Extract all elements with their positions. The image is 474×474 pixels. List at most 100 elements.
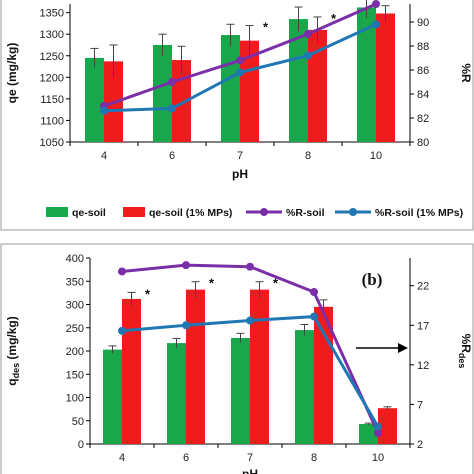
y-tick-label: 50	[72, 416, 84, 428]
legend-item-qe-soil: qe-soil	[46, 207, 106, 219]
bar-qe-soil-mps	[378, 408, 397, 444]
legend-label-qe-soil-mps: qe-soil (1% MPs)	[149, 207, 232, 219]
legend: qe-soil qe-soil (1% MPs) %R-soil %R-soil…	[46, 207, 463, 219]
legend-item-r-soil-mps: %R-soil (1% MPs)	[335, 207, 463, 219]
point-r-soil	[372, 0, 380, 8]
x-tick-label: 7	[237, 150, 243, 162]
y-tick-label: 300	[66, 300, 84, 312]
legend-label-r-soil: %R-soil	[286, 207, 325, 219]
bar-qe-soil	[231, 337, 250, 444]
y2-axis-label: %R	[459, 63, 473, 83]
y-axis-label: qdes (mg/kg)	[5, 316, 21, 386]
significance-annotation: *	[209, 276, 215, 291]
x-tick-label: 10	[372, 452, 384, 464]
y-axis-label: qe (mg/kg)	[5, 43, 19, 104]
point-r-soil-mps	[236, 68, 244, 77]
bar-qe-soil	[85, 57, 104, 142]
point-r-soil-mps	[168, 104, 176, 113]
point-r-soil-mps	[246, 316, 254, 325]
bottom-panel-frame	[0, 243, 474, 474]
point-r-soil	[310, 288, 318, 297]
y-tick-label: 1050	[40, 137, 64, 149]
y2-tick-label: 80	[417, 137, 429, 149]
bar-qe-soil	[103, 349, 122, 444]
legend-marker-r-soil-mps	[349, 208, 357, 216]
significance-annotation: *	[263, 20, 269, 35]
y-tick-label: 1150	[40, 94, 64, 106]
bar-qe-soil-mps	[122, 298, 141, 444]
bar-qe-soil	[289, 19, 308, 142]
legend-item-r-soil: %R-soil	[246, 207, 325, 219]
point-r-soil	[182, 261, 190, 270]
bar-qe-soil-mps	[240, 40, 259, 142]
y-tick-label: 1200	[40, 72, 64, 84]
x-axis-label: pH	[232, 167, 248, 181]
x-tick-label: 4	[101, 150, 107, 162]
y2-axis-label: %Rdes	[457, 334, 473, 369]
point-r-soil-mps	[182, 321, 190, 330]
panel-a-plot: 1050110011501200125013001350808284868890…	[5, 0, 473, 181]
x-tick-label: 6	[169, 150, 175, 162]
y-tick-label: 150	[66, 369, 84, 381]
x-tick-label: 8	[305, 150, 311, 162]
point-r-soil	[374, 428, 382, 437]
point-r-soil	[246, 262, 254, 271]
point-r-soil	[304, 30, 312, 38]
significance-annotation: *	[273, 276, 279, 291]
top-panel-frame	[0, 0, 474, 231]
y2-tick-label: 82	[417, 113, 429, 125]
x-tick-label: 7	[247, 452, 253, 464]
x-axis-label: pH	[242, 467, 258, 474]
y-tick-label: 1300	[40, 29, 64, 41]
y2-tick-label: 86	[417, 65, 429, 77]
x-tick-label: 10	[370, 150, 382, 162]
point-r-soil-mps	[374, 422, 382, 431]
x-tick-label: 8	[311, 452, 317, 464]
legend-label-r-soil-mps: %R-soil (1% MPs)	[375, 207, 463, 219]
legend-swatch-qe-soil	[46, 207, 68, 217]
y-tick-label: 400	[66, 253, 84, 265]
y-tick-label: 1250	[40, 51, 64, 63]
bar-qe-soil	[295, 330, 314, 444]
x-tick-label: 6	[183, 452, 189, 464]
point-r-soil-mps	[304, 51, 312, 60]
panel-label-box	[354, 266, 390, 292]
arrow-head	[398, 343, 408, 353]
y-tick-label: 250	[66, 323, 84, 335]
bar-qe-soil	[153, 44, 172, 142]
point-r-soil-mps	[118, 326, 126, 335]
bar-qe-soil-mps	[308, 29, 327, 142]
y2-tick-label: 7	[417, 399, 423, 411]
point-r-soil	[118, 267, 126, 276]
y-tick-label: 1100	[40, 115, 64, 127]
panel-b-plot: 0 50 100 150 200 250 300 350 400 2 7 12 17 22 4 6 7 8 10 * *…	[5, 253, 473, 474]
point-r-soil	[168, 78, 176, 86]
y-tick-label: 0	[78, 439, 84, 451]
legend-swatch-qe-soil-mps	[123, 207, 145, 217]
point-r-soil	[236, 56, 244, 65]
legend-marker-r-soil	[260, 208, 268, 216]
y2-tick-label: 12	[417, 360, 429, 372]
bar-qe-soil	[167, 343, 186, 444]
x-tick-label: 4	[119, 452, 125, 464]
y2-tick-label: 84	[417, 89, 429, 101]
y2-tick-label: 90	[417, 17, 429, 29]
y-tick-label: 200	[66, 346, 84, 358]
panel-label: (b)	[362, 270, 383, 289]
y-tick-label: 100	[66, 393, 84, 405]
y2-tick-label: 88	[417, 41, 429, 53]
y2-tick-label: 17	[417, 320, 429, 332]
point-r-soil-mps	[310, 312, 318, 321]
point-r-soil-mps	[100, 106, 108, 115]
significance-annotation: *	[331, 11, 337, 26]
y2-tick-label: 2	[417, 439, 423, 451]
bar-qe-soil-mps	[376, 13, 395, 142]
bar-qe-soil	[221, 35, 240, 142]
bar-qe-soil	[357, 7, 376, 143]
y-tick-label: 350	[66, 276, 84, 288]
significance-annotation: *	[145, 286, 151, 301]
point-r-soil-mps	[372, 20, 380, 29]
legend-label-qe-soil: qe-soil	[72, 207, 106, 219]
y-tick-label: 1350	[40, 8, 64, 20]
